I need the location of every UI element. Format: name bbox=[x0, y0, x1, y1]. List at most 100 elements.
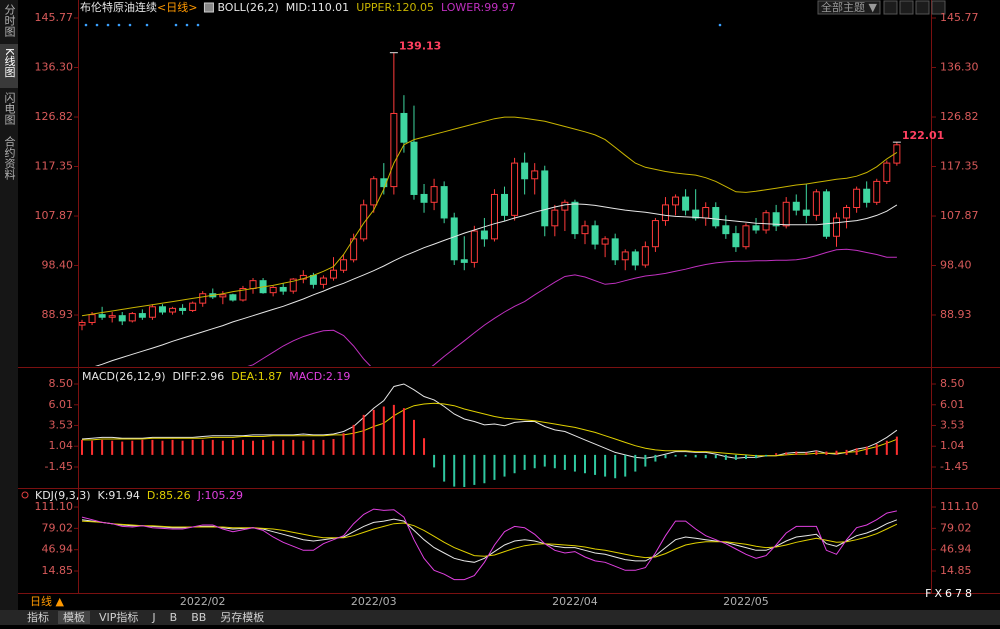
sidebar-tab[interactable]: 闪电图 bbox=[3, 91, 16, 126]
candle-body bbox=[672, 196, 680, 206]
tab-label[interactable]: 指标 bbox=[27, 610, 49, 624]
indicator-icon[interactable] bbox=[21, 491, 29, 499]
macd-bar bbox=[704, 454, 707, 459]
macd-bar bbox=[765, 454, 768, 457]
indicator-line bbox=[81, 116, 898, 317]
candle-body bbox=[249, 280, 257, 290]
macd-bar bbox=[553, 454, 556, 469]
candle-body bbox=[430, 186, 438, 203]
candle-body bbox=[702, 207, 710, 219]
x-tick-label: 2022/05 bbox=[723, 595, 769, 608]
candle-body bbox=[571, 201, 579, 235]
y-tick-label: 79.02 bbox=[940, 521, 972, 534]
macd-bar bbox=[855, 448, 858, 455]
macd-bar bbox=[282, 439, 285, 455]
macd-bar bbox=[352, 424, 355, 455]
y-tick-label: 14.85 bbox=[42, 564, 74, 577]
macd-bar bbox=[563, 454, 566, 470]
candle-body bbox=[863, 188, 871, 203]
macd-bar bbox=[141, 439, 144, 455]
chart-title: KDJ(9,3,3) bbox=[35, 489, 91, 502]
macd-bar bbox=[443, 454, 446, 482]
macd-bar bbox=[181, 440, 184, 455]
tab[interactable] bbox=[22, 611, 54, 624]
candle-body bbox=[319, 277, 327, 285]
macd-bar bbox=[624, 454, 627, 477]
candle-body bbox=[420, 193, 428, 203]
sidebar-tab[interactable]: 合约资料 bbox=[3, 135, 16, 181]
tab[interactable] bbox=[58, 611, 90, 624]
candle-body bbox=[269, 286, 277, 294]
dot-row bbox=[84, 23, 722, 27]
y-tick-label: 88.93 bbox=[42, 308, 74, 321]
tab[interactable] bbox=[164, 611, 183, 624]
tab[interactable] bbox=[147, 611, 161, 624]
y-tick-label: 136.30 bbox=[940, 60, 979, 73]
legend-entry: MACD:2.19 bbox=[289, 370, 350, 383]
macd-bar bbox=[302, 440, 305, 455]
macd-bar bbox=[734, 454, 737, 460]
sidebar-tab[interactable]: K线图 bbox=[3, 48, 16, 78]
y-tick-label: 111.10 bbox=[940, 500, 979, 513]
indicator-line bbox=[81, 508, 898, 581]
period-button[interactable]: 日线 ▲ bbox=[30, 594, 64, 608]
tab-label[interactable]: 另存模板 bbox=[220, 610, 264, 624]
y-tick-label: 98.40 bbox=[42, 259, 74, 272]
macd-bar bbox=[644, 454, 647, 467]
tab[interactable] bbox=[94, 611, 144, 624]
macd-bar bbox=[392, 404, 395, 455]
candle-body bbox=[581, 225, 589, 235]
macd-bar bbox=[634, 454, 637, 472]
candle-body bbox=[531, 170, 539, 180]
price-annotation: 122.01 bbox=[902, 129, 944, 142]
macd-bar bbox=[755, 454, 758, 459]
tab-label[interactable]: J bbox=[151, 611, 155, 624]
macd-bar bbox=[252, 440, 255, 455]
indicator-line bbox=[94, 203, 898, 366]
macd-bar bbox=[101, 439, 104, 455]
candle-body bbox=[440, 186, 448, 219]
legend-entry: K:91.94 bbox=[98, 489, 140, 502]
macd-bar bbox=[81, 439, 83, 455]
macd-bar bbox=[493, 454, 496, 480]
candle-body bbox=[601, 238, 609, 245]
indicator-label[interactable]: BOLL(26,2) bbox=[217, 1, 278, 14]
candle-body bbox=[883, 162, 891, 182]
y-tick-label: 117.35 bbox=[35, 159, 74, 172]
macd-bar bbox=[503, 454, 506, 477]
candle-body bbox=[118, 315, 126, 322]
candle-body bbox=[79, 321, 86, 326]
candle-body bbox=[843, 207, 851, 219]
candle-body bbox=[309, 274, 317, 285]
toolbar-icons[interactable] bbox=[883, 0, 946, 15]
x-tick-label: 2022/02 bbox=[180, 595, 226, 608]
sidebar-tab[interactable]: 分时图 bbox=[3, 4, 16, 38]
candle-body bbox=[340, 259, 348, 271]
tab[interactable] bbox=[186, 611, 212, 624]
macd-bar bbox=[151, 439, 154, 455]
candle-body bbox=[138, 313, 146, 318]
tab-label[interactable]: B bbox=[170, 611, 178, 624]
macd-bar bbox=[875, 444, 878, 455]
theme-menu-label[interactable]: 全部主题 ▼ bbox=[821, 0, 877, 14]
candle-body bbox=[561, 201, 569, 211]
candle-body bbox=[128, 313, 136, 322]
macd-bar bbox=[312, 439, 315, 455]
candle-body bbox=[199, 293, 207, 304]
tab-label[interactable]: VIP指标 bbox=[99, 610, 138, 624]
candle-body bbox=[98, 314, 106, 318]
theme-menu[interactable] bbox=[817, 0, 881, 15]
macd-bar bbox=[211, 439, 214, 455]
tab[interactable] bbox=[215, 611, 270, 624]
y-tick-label: 14.85 bbox=[940, 564, 972, 577]
indicator-icon[interactable] bbox=[203, 2, 214, 13]
candle-body bbox=[772, 212, 780, 227]
macd-bar bbox=[231, 439, 234, 455]
tab-label[interactable]: BB bbox=[191, 611, 206, 624]
macd-bar bbox=[533, 454, 536, 469]
macd-bar bbox=[111, 440, 114, 455]
tab-label[interactable]: 模板 bbox=[63, 610, 85, 624]
legend-entry: LOWER:99.97 bbox=[441, 1, 516, 14]
